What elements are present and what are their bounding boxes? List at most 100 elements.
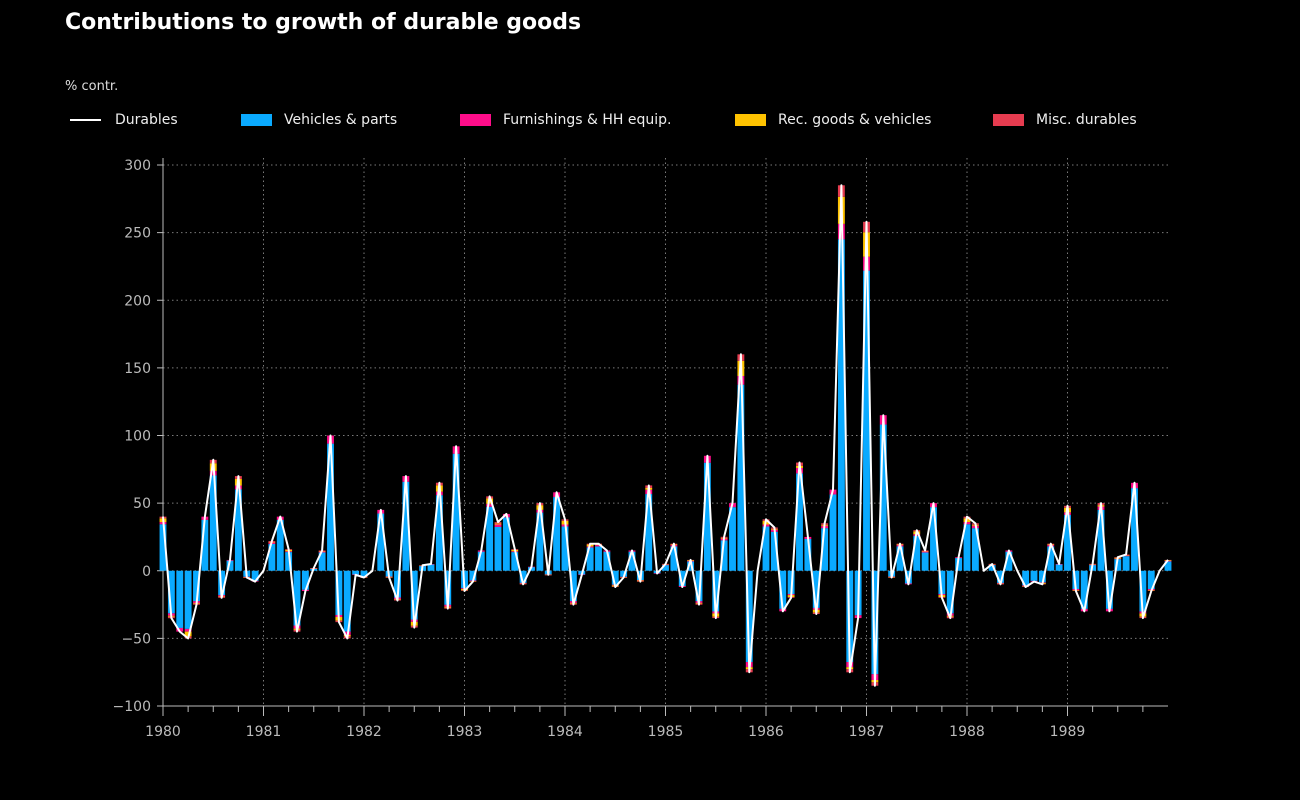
bar-segment [159,524,167,571]
bar-segment [946,570,954,614]
x-tick-label: 1986 [748,724,784,740]
bar-segment [796,473,803,571]
bar-segment [486,506,494,571]
bar-segment [1122,556,1130,571]
legend-item-vehicles: Vehicles & parts [241,112,397,128]
bar-segment [779,570,787,609]
bar-segment [1131,488,1138,571]
bar-segment [167,570,175,614]
bar-segment [662,564,669,571]
y-tick-label: 300 [124,158,151,174]
x-tick-label: 1988 [949,724,985,740]
bar-segment [645,494,653,571]
x-tick-label: 1983 [447,724,483,740]
y-tick-label: 50 [133,496,151,512]
bar-segment [184,570,192,629]
bar-segment [821,528,829,571]
bar-segment [988,564,996,571]
x-tick-label: 1985 [648,724,684,740]
bar-segment [678,570,686,587]
bar-segment [561,526,569,571]
bar-segment [234,489,242,571]
bar-segment [1005,551,1013,571]
bar-segment [477,551,485,571]
bar-segment [1047,546,1055,571]
bar-segment [494,523,502,525]
bar-segment [737,384,745,571]
bar-segment [804,538,812,571]
legend-label-misc: Misc. durables [1036,112,1137,128]
bar-segment [611,570,619,585]
bar-segment [595,545,602,547]
y-axis-unit-label: % contr. [65,79,119,94]
bar-segment [829,494,837,571]
y-tick-label: −50 [121,631,151,647]
bar-segment [720,540,728,571]
x-tick-label: 1987 [849,724,885,740]
legend-item-recreational: Rec. goods & vehicles [735,112,931,128]
x-tick-label: 1980 [145,724,181,740]
bar-segment [628,551,636,571]
bar-segment [276,519,284,571]
bar-segment [921,551,929,553]
bar-segment [695,570,703,602]
y-tick-label: 250 [124,226,151,242]
bar-segment [687,561,695,571]
bar-segment [1022,570,1030,586]
bar-segment [1030,570,1038,581]
bar-segment [293,570,301,626]
bar-segment [1114,559,1122,571]
bar-segment [913,535,921,571]
bar-segment [536,512,544,571]
bar-segment [879,424,887,571]
chart-title: Contributions to growth of durable goods [65,10,582,35]
bar-segment [184,628,192,632]
bar-segment [511,552,519,571]
bar-segment [762,526,770,571]
x-tick-label: 1984 [547,724,583,740]
bar-segment [963,522,971,525]
y-tick-label: 150 [124,361,151,377]
bar-segment [486,503,494,507]
x-tick-label: 1989 [1050,724,1086,740]
bar-segment [712,570,720,612]
bar-segment [904,570,912,584]
bar-segment [703,462,711,571]
bar-segment [620,570,628,577]
bar-segment [410,570,418,620]
x-tick-label: 1982 [346,724,382,740]
bar-segment [997,570,1004,583]
legend-swatch-furnishings [460,114,491,126]
bar-segment [502,517,510,571]
bar-segment [971,528,979,571]
bar-segment [209,475,217,571]
bar-segment [1122,555,1130,557]
legend-label-furnishings: Furnishings & HH equip. [503,112,672,128]
bar-segment [812,570,820,608]
bar-segment [444,570,452,605]
legend-label-vehicles: Vehicles & parts [284,112,398,128]
bar-segment [1055,564,1063,571]
bar-segment [301,570,309,590]
bar-segment [201,519,209,571]
bar-segment [863,270,870,571]
bar-segment [184,631,192,637]
bar-segment [1164,561,1172,571]
bar-segment [745,570,753,663]
bar-segment [494,524,502,527]
bar-segment [193,570,200,602]
bar-segment [921,552,929,571]
y-tick-label: 0 [142,564,151,580]
bar-segment [435,495,443,571]
bar-segment [402,481,410,571]
bar-segment [1147,570,1155,590]
bar-segment [327,443,334,571]
bar-segment [670,546,678,571]
bar-segment [586,547,594,571]
bar-segment [469,570,477,581]
bar-segment [1038,570,1046,583]
bar-segment [930,507,937,571]
legend-item-misc: Misc. durables [993,112,1137,128]
bar-segment [729,507,736,571]
